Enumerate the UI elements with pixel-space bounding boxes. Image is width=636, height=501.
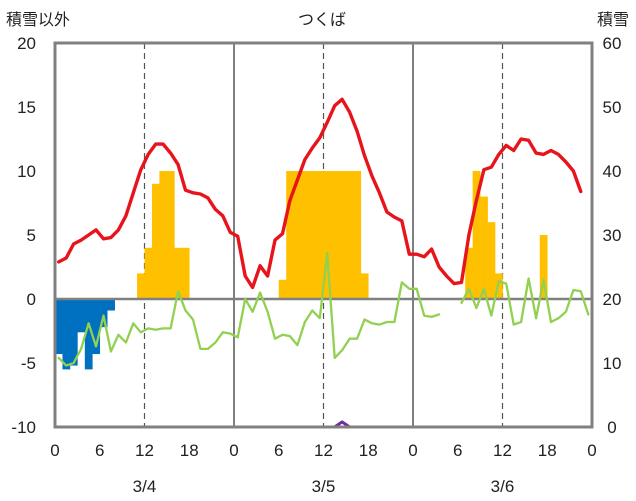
snowfall-bar bbox=[308, 171, 317, 299]
plot-frame bbox=[53, 41, 594, 429]
x-hour-tick-label: 12 bbox=[135, 441, 154, 460]
snowfall-bar bbox=[293, 171, 302, 299]
snowfall-bar bbox=[144, 247, 153, 299]
snowfall-bar bbox=[323, 171, 332, 299]
right-tick-label: 10 bbox=[603, 354, 622, 373]
snowfall-bar bbox=[166, 171, 175, 299]
left-tick-label: -5 bbox=[21, 354, 36, 373]
negative-bar bbox=[84, 299, 93, 370]
left-tick-label: 15 bbox=[17, 98, 36, 117]
snowfall-bar bbox=[472, 171, 481, 299]
snowfall-bar bbox=[137, 273, 145, 299]
right-tick-label: 20 bbox=[603, 290, 622, 309]
right-tick-label: 30 bbox=[603, 226, 622, 245]
right-tick-label: 60 bbox=[603, 34, 622, 53]
x-hour-tick-label: 6 bbox=[274, 441, 283, 460]
x-hour-tick-label: 6 bbox=[453, 441, 462, 460]
bar-series bbox=[55, 171, 548, 370]
x-hour-tick-label: 0 bbox=[50, 441, 59, 460]
snowfall-bar bbox=[151, 183, 160, 299]
left-axis-label: 積雪以外 bbox=[6, 10, 70, 29]
right-axis-label: 積雪 bbox=[597, 10, 629, 29]
negative-bar bbox=[92, 299, 101, 355]
snowfall-bar bbox=[338, 171, 347, 299]
snowfall-bar bbox=[174, 247, 183, 299]
snowfall-bar bbox=[353, 171, 362, 299]
snowfall-bar bbox=[345, 171, 354, 299]
right-tick-label: 0 bbox=[607, 418, 616, 437]
negative-bar bbox=[62, 299, 71, 370]
snowfall-bar bbox=[278, 279, 287, 299]
left-tick-label: 10 bbox=[17, 162, 36, 181]
snowfall-bar bbox=[539, 235, 548, 299]
left-tick-label: -10 bbox=[11, 418, 36, 437]
snowfall-bar bbox=[465, 247, 473, 299]
x-hour-tick-label: 0 bbox=[587, 441, 596, 460]
dewpoint-line bbox=[57, 251, 590, 367]
snowfall-bar bbox=[286, 171, 294, 299]
x-hour-tick-label: 6 bbox=[95, 441, 104, 460]
chart-title: つくば bbox=[298, 10, 346, 29]
x-day-label: 3/6 bbox=[491, 477, 515, 496]
snowfall-bar bbox=[495, 273, 503, 299]
negative-bar bbox=[69, 299, 78, 366]
snowfall-bar bbox=[487, 222, 496, 299]
snowfall-bar bbox=[181, 247, 190, 299]
x-hour-tick-label: 18 bbox=[359, 441, 378, 460]
right-tick-label: 50 bbox=[603, 98, 622, 117]
snowfall-bar bbox=[316, 171, 324, 299]
right-tick-label: 40 bbox=[603, 162, 622, 181]
x-hour-tick-label: 18 bbox=[180, 441, 199, 460]
x-day-label: 3/5 bbox=[312, 477, 336, 496]
snowfall-bar bbox=[360, 273, 369, 299]
x-hour-tick-label: 0 bbox=[229, 441, 238, 460]
x-hour-tick-label: 18 bbox=[538, 441, 557, 460]
negative-bar bbox=[77, 299, 86, 333]
negative-bar bbox=[107, 299, 115, 311]
snowfall-bar bbox=[330, 171, 339, 299]
snowfall-bar bbox=[159, 171, 168, 299]
left-tick-label: 0 bbox=[27, 290, 36, 309]
left-tick-label: 20 bbox=[17, 34, 36, 53]
snowfall-bar bbox=[301, 171, 309, 299]
x-hour-tick-label: 0 bbox=[408, 441, 417, 460]
negative-bar bbox=[55, 299, 63, 355]
x-day-label: 3/4 bbox=[133, 477, 157, 496]
snowfall-bar bbox=[480, 196, 488, 299]
negative-bar bbox=[99, 299, 108, 328]
x-hour-tick-label: 12 bbox=[314, 441, 333, 460]
left-tick-label: 5 bbox=[27, 226, 36, 245]
x-hour-tick-label: 12 bbox=[493, 441, 512, 460]
temperature-line bbox=[57, 97, 583, 290]
